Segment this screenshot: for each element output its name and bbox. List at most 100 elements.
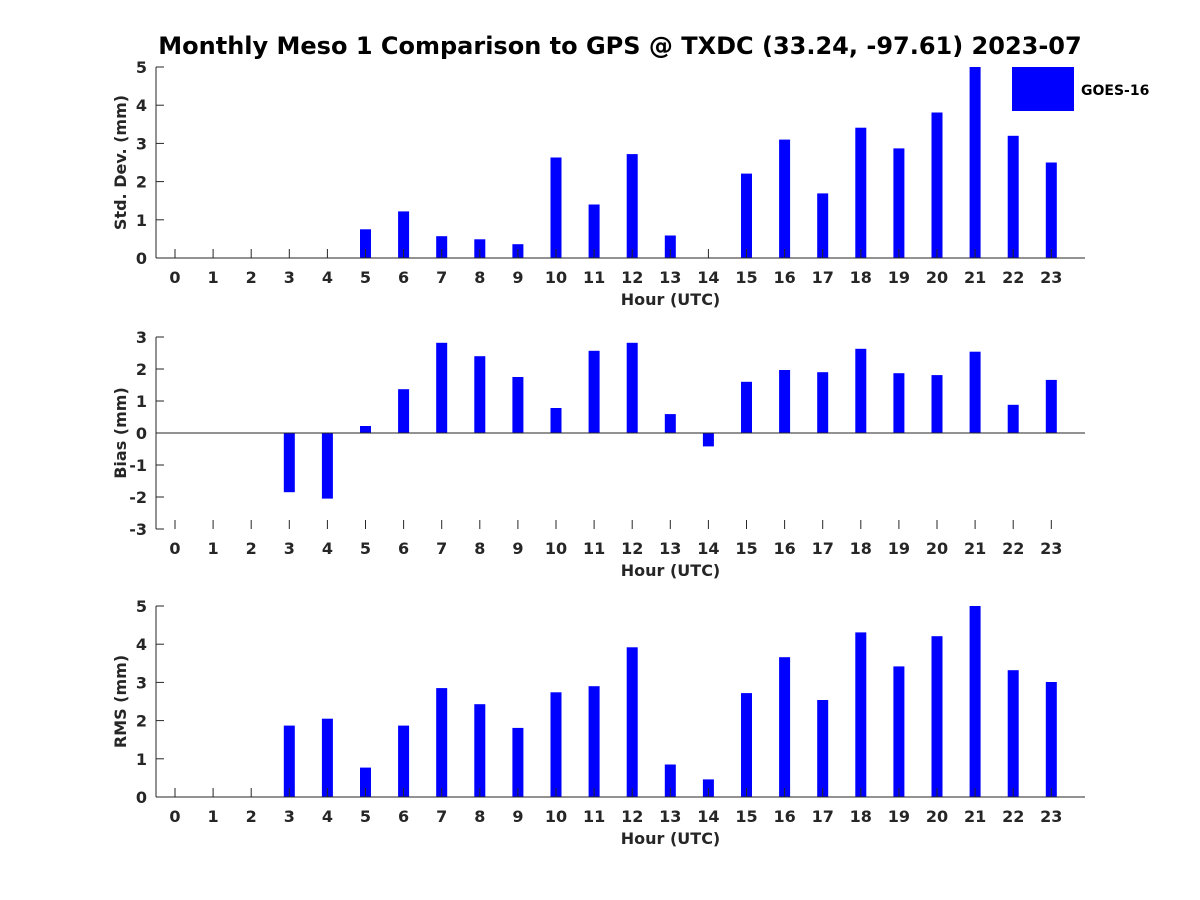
panel-std-dev: 0 1 2 3 4 5 6 7 8 9 10 11 12 13 14 15 16 17 18 19 20 21 22 2301… xyxy=(111,58,1085,309)
y-axis-label: Std. Dev. (mm) xyxy=(111,95,130,230)
bar-bias-hour-20 xyxy=(931,375,943,433)
y-tick-label: 5 xyxy=(136,58,147,77)
x-tick-label: 7 xyxy=(436,807,447,826)
x-tick-label: 16 xyxy=(773,539,795,558)
y-tick-label: -3 xyxy=(129,520,147,539)
y-tick-label: 3 xyxy=(136,673,147,692)
x-tick-label: 16 xyxy=(773,268,795,287)
bar-std-dev-hour-6 xyxy=(398,211,410,258)
bar-bias-hour-4 xyxy=(321,433,333,499)
x-tick-label: 8 xyxy=(474,807,485,826)
x-tick-label: 0 xyxy=(169,268,180,287)
x-tick-label: 8 xyxy=(474,268,485,287)
bar-std-dev-hour-22 xyxy=(1007,135,1019,258)
y-tick-label: 1 xyxy=(136,211,147,230)
bar-bias-hour-15 xyxy=(741,381,752,433)
legend-swatch xyxy=(1012,67,1074,111)
y-tick-label: 2 xyxy=(136,173,147,192)
y-axis-label: Bias (mm) xyxy=(111,387,130,479)
bar-std-dev-hour-15 xyxy=(741,173,752,258)
bar-rms-hour-8 xyxy=(474,704,486,797)
bar-bias-hour-14 xyxy=(702,433,714,447)
bar-rms-hour-4 xyxy=(321,718,333,797)
x-tick-label: 22 xyxy=(1002,807,1024,826)
x-tick-label: 2 xyxy=(246,268,257,287)
bar-std-dev-hour-21 xyxy=(969,67,981,258)
bar-std-dev-hour-5 xyxy=(360,229,371,258)
x-tick-label: 21 xyxy=(964,268,986,287)
panels: 0 1 2 3 4 5 6 7 8 9 10 11 12 13 14 15 16 17 18 19 20 21 22 2301… xyxy=(111,58,1085,848)
x-tick-label: 6 xyxy=(398,268,409,287)
x-tick-label: 12 xyxy=(621,539,643,558)
bar-std-dev-hour-13 xyxy=(664,235,676,258)
bar-rms-hour-13 xyxy=(664,764,676,797)
bar-bias-hour-6 xyxy=(398,389,410,433)
x-tick-label: 23 xyxy=(1040,539,1062,558)
y-tick-label: -2 xyxy=(129,488,147,507)
panel-rms: 0 1 2 3 4 5 6 7 8 9 10 11 12 13 14 15 16 17 18 19 20 21 22 2301… xyxy=(111,597,1085,848)
bar-rms-hour-11 xyxy=(588,686,600,797)
x-axis-label: Hour (UTC) xyxy=(621,290,721,309)
x-tick-label: 17 xyxy=(812,807,834,826)
bar-bias-hour-5 xyxy=(360,426,371,433)
bar-rms-hour-7 xyxy=(436,688,448,797)
x-tick-label: 22 xyxy=(1002,268,1024,287)
x-tick-label: 17 xyxy=(812,268,834,287)
bar-std-dev-hour-20 xyxy=(931,112,943,258)
x-tick-label: 13 xyxy=(659,807,681,826)
x-tick-label: 14 xyxy=(697,268,719,287)
bar-rms-hour-5 xyxy=(360,767,371,797)
bar-rms-hour-22 xyxy=(1007,670,1019,797)
bar-bias-hour-18 xyxy=(855,348,867,433)
panel-bias: 0 1 2 3 4 5 6 7 8 9 10 11 12 13 14 15 16 17 18 19 20 21 22 23-3… xyxy=(111,328,1085,580)
x-tick-label: 22 xyxy=(1002,539,1024,558)
x-tick-label: 4 xyxy=(322,268,333,287)
bar-rms-hour-10 xyxy=(550,692,562,797)
x-tick-label: 16 xyxy=(773,807,795,826)
x-tick-label: 0 xyxy=(169,807,180,826)
bar-std-dev-hour-8 xyxy=(474,239,486,258)
bar-std-dev-hour-7 xyxy=(436,236,448,258)
bar-bias-hour-8 xyxy=(474,356,486,433)
bar-std-dev-hour-17 xyxy=(817,193,829,258)
y-tick-label: 0 xyxy=(136,788,147,807)
x-tick-label: 23 xyxy=(1040,807,1062,826)
bar-rms-hour-16 xyxy=(779,657,791,797)
x-tick-label: 11 xyxy=(583,539,605,558)
x-tick-label: 6 xyxy=(398,539,409,558)
y-tick-label: 5 xyxy=(136,597,147,616)
y-tick-label: 4 xyxy=(136,635,147,654)
bar-rms-hour-9 xyxy=(512,727,524,797)
bar-rms-hour-19 xyxy=(893,666,905,797)
bar-bias-hour-11 xyxy=(588,350,600,433)
x-tick-label: 5 xyxy=(360,539,371,558)
x-tick-label: 10 xyxy=(545,539,567,558)
x-tick-label: 10 xyxy=(545,807,567,826)
x-tick-label: 1 xyxy=(208,807,219,826)
x-axis-label: Hour (UTC) xyxy=(621,829,721,848)
y-tick-label: 2 xyxy=(136,712,147,731)
y-axis-label: RMS (mm) xyxy=(111,655,130,748)
bar-bias-hour-9 xyxy=(512,377,524,433)
y-tick-label: 2 xyxy=(136,360,147,379)
x-tick-label: 6 xyxy=(398,807,409,826)
y-tick-label: 1 xyxy=(136,750,147,769)
bar-bias-hour-17 xyxy=(817,372,829,433)
x-tick-label: 1 xyxy=(208,539,219,558)
x-tick-label: 18 xyxy=(850,539,872,558)
x-tick-label: 3 xyxy=(284,539,295,558)
bar-std-dev-hour-19 xyxy=(893,148,905,258)
x-tick-label: 17 xyxy=(812,539,834,558)
x-tick-label: 14 xyxy=(697,807,719,826)
x-tick-label: 10 xyxy=(545,268,567,287)
y-tick-label: 0 xyxy=(136,424,147,443)
x-tick-label: 5 xyxy=(360,807,371,826)
x-tick-label: 15 xyxy=(735,807,757,826)
x-tick-label: 4 xyxy=(322,539,333,558)
x-tick-label: 20 xyxy=(926,807,948,826)
bar-bias-hour-23 xyxy=(1045,379,1057,433)
y-tick-label: -1 xyxy=(129,456,147,475)
x-tick-label: 7 xyxy=(436,539,447,558)
